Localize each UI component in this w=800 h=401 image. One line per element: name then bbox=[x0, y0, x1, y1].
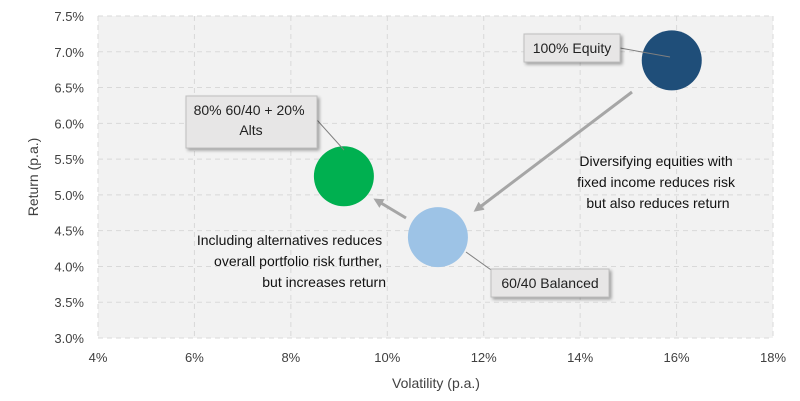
y-tick-label: 4.0% bbox=[54, 259, 84, 274]
annotation-alternatives-line-1: Including alternatives reduces bbox=[197, 232, 382, 248]
y-tick-label: 6.0% bbox=[54, 116, 84, 131]
x-tick-label: 4% bbox=[89, 350, 108, 365]
annotation-diversifying-line-1: Diversifying equities with bbox=[579, 153, 732, 169]
x-tick-label: 8% bbox=[281, 350, 300, 365]
bubble-80-60-40-plus-alts bbox=[313, 146, 374, 207]
y-axis-title: Return (p.a.) bbox=[25, 138, 41, 217]
x-tick-label: 14% bbox=[567, 350, 593, 365]
y-tick-label: 5.5% bbox=[54, 152, 84, 167]
y-tick-label: 6.5% bbox=[54, 81, 84, 96]
callout-equity: 100% Equity bbox=[523, 33, 671, 63]
callout-balanced-label: 60/40 Balanced bbox=[501, 275, 598, 291]
x-tick-label: 10% bbox=[374, 350, 400, 365]
x-tick-label: 16% bbox=[664, 350, 690, 365]
callout-alts: 80% 60/40 + 20% Alts bbox=[185, 95, 345, 151]
x-axis-title: Volatility (p.a.) bbox=[392, 375, 480, 391]
y-tick-label: 7.0% bbox=[54, 45, 84, 60]
callout-alts-label: 80% 60/40 + 20% Alts bbox=[194, 102, 309, 138]
annotation-diversifying-line-3: but also reduces return bbox=[586, 195, 729, 211]
annotation-diversifying-line-2: fixed income reduces risk bbox=[577, 174, 736, 190]
x-tick-label: 6% bbox=[185, 350, 204, 365]
y-tick-label: 5.0% bbox=[54, 188, 84, 203]
y-tick-label: 3.0% bbox=[54, 331, 84, 346]
annotation-alternatives: Including alternatives reduces overall p… bbox=[197, 232, 386, 290]
y-tick-label: 7.5% bbox=[54, 9, 84, 24]
annotation-diversifying: Diversifying equities with fixed income … bbox=[577, 153, 739, 211]
bubble-60-40-balanced bbox=[407, 207, 468, 268]
arrow-equity-to-balanced bbox=[473, 90, 633, 212]
y-tick-label: 3.5% bbox=[54, 295, 84, 310]
callout-equity-label: 100% Equity bbox=[533, 40, 612, 56]
x-tick-label: 12% bbox=[471, 350, 497, 365]
callout-balanced: 60/40 Balanced bbox=[465, 251, 610, 298]
arrow-balanced-to-alts bbox=[373, 198, 407, 220]
annotation-alternatives-line-3: but increases return bbox=[262, 274, 386, 290]
x-tick-label: 18% bbox=[760, 350, 786, 365]
bubble-100-equity bbox=[641, 30, 702, 91]
annotation-alternatives-line-2: overall portfolio risk further, bbox=[214, 253, 382, 269]
y-tick-label: 4.5% bbox=[54, 224, 84, 239]
